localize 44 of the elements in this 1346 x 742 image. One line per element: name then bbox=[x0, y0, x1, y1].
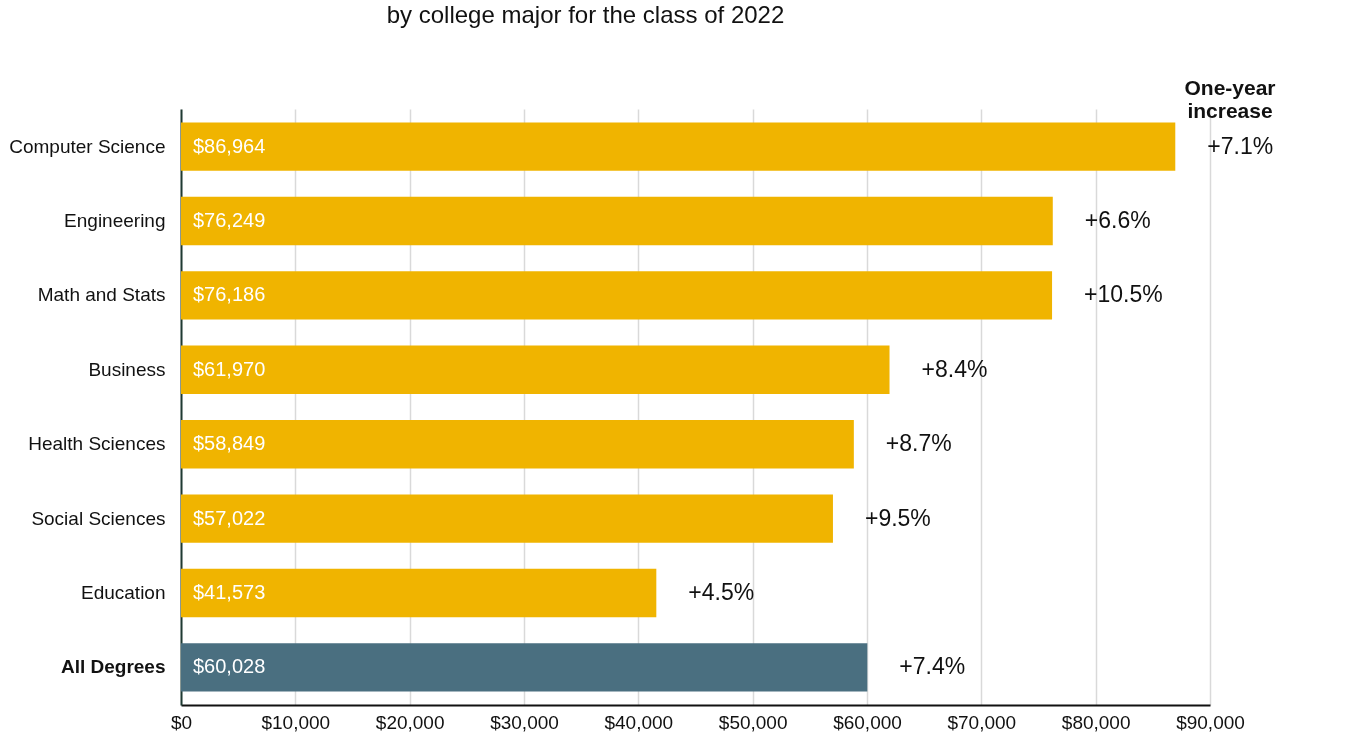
annotation: +4.5% bbox=[688, 579, 755, 606]
x-tick-label: $10,000 bbox=[261, 711, 331, 733]
x-tick-label: $40,000 bbox=[604, 711, 674, 733]
bar bbox=[181, 643, 868, 692]
annotation: +7.4% bbox=[899, 653, 966, 680]
data-label: $86,964 bbox=[193, 134, 266, 157]
y-tick-label: All Degrees bbox=[60, 656, 166, 678]
x-tick-label: $30,000 bbox=[490, 711, 559, 733]
x-tick-label: $50,000 bbox=[718, 711, 788, 733]
annotation: +7.1% bbox=[1207, 132, 1274, 159]
data-label: $57,022 bbox=[193, 506, 266, 529]
data-label: $76,186 bbox=[193, 283, 266, 306]
bar bbox=[181, 494, 833, 543]
y-tick-label: Education bbox=[80, 582, 166, 604]
bar bbox=[181, 568, 657, 618]
bar bbox=[181, 271, 1053, 320]
y-tick-label: Computer Science bbox=[9, 135, 166, 157]
bar bbox=[181, 345, 890, 394]
bar bbox=[181, 420, 854, 469]
data-label: $41,573 bbox=[193, 581, 266, 604]
x-tick-label: $80,000 bbox=[1061, 711, 1131, 733]
y-tick-label: Business bbox=[88, 358, 166, 380]
data-label: $60,028 bbox=[193, 655, 266, 678]
annotation: One-year increase bbox=[1184, 76, 1276, 122]
y-tick-label: Math and Stats bbox=[37, 284, 166, 306]
x-tick-label: $20,000 bbox=[375, 711, 445, 733]
y-tick-label: Engineering bbox=[64, 209, 166, 231]
x-tick-label: $70,000 bbox=[947, 711, 1017, 733]
annotation: +8.4% bbox=[921, 355, 988, 382]
chart-title: by college major for the class of 2022 bbox=[386, 1, 785, 28]
x-tick-label: $60,000 bbox=[833, 711, 902, 733]
y-tick-label: Social Sciences bbox=[31, 507, 166, 529]
annotation: +10.5% bbox=[1084, 281, 1163, 308]
x-tick-label: $0 bbox=[170, 711, 193, 733]
data-label: $61,970 bbox=[193, 357, 266, 380]
annotation: +9.5% bbox=[864, 504, 931, 531]
annotation: +6.6% bbox=[1084, 206, 1151, 233]
x-tick-label: $90,000 bbox=[1176, 711, 1245, 733]
y-tick-label: Health Sciences bbox=[28, 433, 166, 455]
bar bbox=[181, 122, 1176, 171]
annotation: +8.7% bbox=[885, 430, 952, 457]
data-label: $58,849 bbox=[193, 432, 266, 455]
data-label: $76,249 bbox=[193, 208, 266, 231]
bar bbox=[181, 196, 1053, 246]
